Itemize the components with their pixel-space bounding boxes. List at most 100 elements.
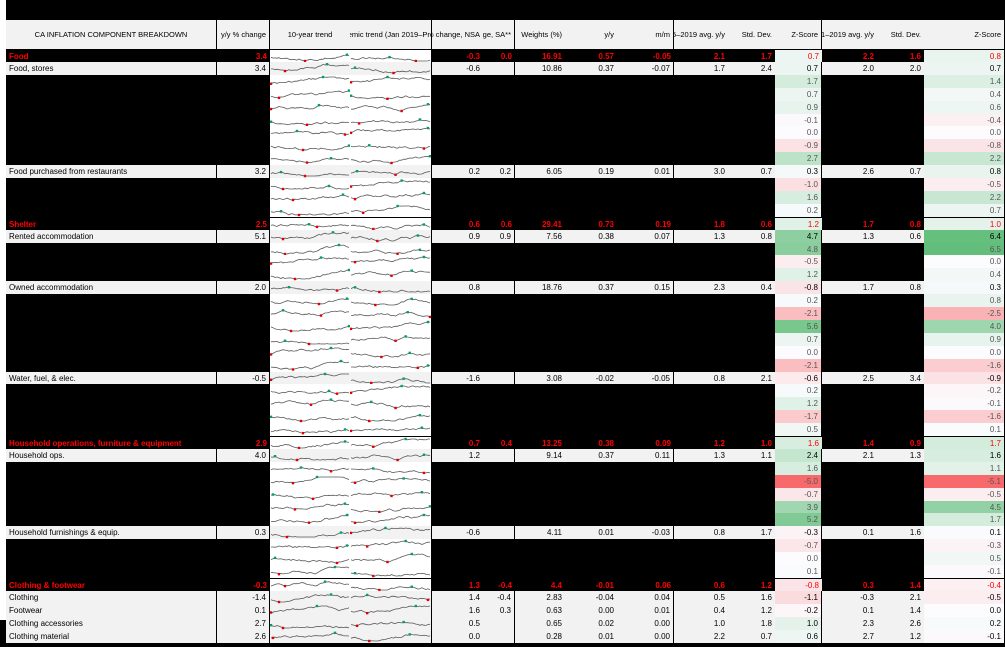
cell-mm-sa: 0.6	[483, 217, 515, 231]
empty-cell	[6, 358, 217, 372]
cell-z1: -2.1	[775, 307, 822, 320]
empty-cell	[617, 242, 674, 256]
table-row: Food, stores 3.4 -0.6 10.86 0.37 -0.07 1.7 2.4 0…	[6, 61, 1005, 75]
sparkline-10yr-trend	[270, 448, 350, 462]
empty-cell	[877, 513, 924, 527]
empty-cell	[674, 178, 728, 191]
cell-z2: 0.8	[924, 50, 1004, 63]
cell-c-mm: 0.00	[617, 616, 674, 630]
empty-cell	[565, 358, 617, 372]
sparkline-10yr-trend	[270, 319, 350, 333]
empty-cell	[6, 565, 217, 578]
sparkline-10yr-trend	[270, 178, 350, 191]
empty-cell	[822, 384, 877, 398]
cell-mm-nsa: 0.5	[432, 616, 483, 630]
cell-mm-sa	[483, 616, 515, 630]
cell-yy: -0.5	[217, 371, 270, 385]
empty-cell	[822, 268, 877, 282]
empty-cell	[877, 358, 924, 372]
cell-z1: 2.7	[775, 152, 822, 166]
cell-mm-nsa: 0.7	[432, 437, 483, 450]
cell-z2: -0.1	[924, 629, 1004, 643]
empty-cell	[728, 513, 775, 527]
cell-z2: 1.1	[924, 461, 1004, 475]
sparkline-pandemic-trend	[350, 100, 432, 114]
empty-cell	[877, 294, 924, 308]
empty-cell	[565, 242, 617, 256]
cell-avg1: 2.1	[674, 50, 728, 63]
header-mm-nsa: m/m % change, NSA	[432, 20, 483, 49]
cell-avg2: 0.1	[822, 526, 877, 540]
empty-cell	[483, 410, 515, 424]
empty-cell	[822, 358, 877, 372]
empty-cell	[483, 100, 515, 114]
cell-avg1: 1.3	[674, 448, 728, 462]
sparkline-pandemic-trend	[350, 242, 432, 256]
header-weights: Weights (%)	[515, 20, 565, 49]
empty-cell	[728, 113, 775, 127]
cell-c-mm: 0.11	[617, 448, 674, 462]
empty-cell	[515, 307, 565, 320]
empty-cell	[432, 358, 483, 372]
empty-cell	[728, 242, 775, 256]
empty-cell	[674, 332, 728, 346]
sparkline-10yr-trend	[270, 629, 350, 643]
empty-cell	[565, 513, 617, 527]
cell-avg2: 2.5	[822, 371, 877, 385]
empty-cell	[822, 345, 877, 359]
empty-cell	[6, 345, 217, 359]
empty-cell	[877, 500, 924, 514]
empty-cell	[565, 423, 617, 437]
cell-yy: 3.4	[217, 50, 270, 63]
empty-cell	[728, 500, 775, 514]
cell-avg1: 1.3	[674, 229, 728, 243]
cell-z1: -0.8	[775, 578, 822, 592]
empty-cell	[217, 87, 270, 101]
empty-cell	[515, 87, 565, 101]
empty-cell	[6, 203, 217, 217]
empty-cell	[217, 461, 270, 475]
empty-cell	[728, 319, 775, 333]
empty-cell	[483, 500, 515, 514]
empty-cell	[877, 384, 924, 398]
cell-weight: 0.65	[515, 616, 565, 630]
row-label: Clothing & footwear	[6, 578, 217, 592]
cell-c-yy: 0.19	[565, 165, 617, 179]
empty-cell	[515, 397, 565, 411]
empty-cell	[483, 565, 515, 578]
cell-std2: 0.8	[877, 217, 924, 231]
cell-c-mm: 0.04	[617, 590, 674, 604]
empty-cell	[565, 332, 617, 346]
empty-cell	[617, 474, 674, 488]
empty-cell	[515, 203, 565, 217]
cell-c-yy: 0.38	[565, 229, 617, 243]
cell-z1: 0.2	[775, 384, 822, 398]
sparkline-pandemic-trend	[350, 371, 432, 385]
empty-cell	[617, 319, 674, 333]
empty-cell	[217, 178, 270, 191]
empty-cell	[6, 255, 217, 269]
empty-cell	[877, 332, 924, 346]
cell-yy: 3.2	[217, 165, 270, 179]
header-row: CA INFLATION COMPONENT BREAKDOWN y/y % c…	[6, 20, 1005, 49]
empty-cell	[674, 190, 728, 204]
cell-avg2: -0.3	[822, 590, 877, 604]
cell-z1: 5.2	[775, 513, 822, 527]
empty-cell	[728, 345, 775, 359]
empty-cell	[674, 461, 728, 475]
cell-std2: 2.1	[877, 590, 924, 604]
sparkline-10yr-trend	[270, 539, 350, 553]
detail-row: 5.6 4.0	[6, 319, 1005, 333]
empty-cell	[674, 384, 728, 398]
empty-cell	[617, 384, 674, 398]
cell-z2: 0.0	[924, 345, 1004, 359]
sparkline-pandemic-trend	[350, 397, 432, 411]
empty-cell	[565, 190, 617, 204]
sparkline-10yr-trend	[270, 423, 350, 437]
empty-cell	[822, 319, 877, 333]
sparkline-10yr-trend	[270, 165, 350, 179]
cell-mm-sa: 0.9	[483, 229, 515, 243]
sparkline-10yr-trend	[270, 281, 350, 295]
cell-z2: 6.4	[924, 229, 1004, 243]
cell-z2: -0.4	[924, 113, 1004, 127]
